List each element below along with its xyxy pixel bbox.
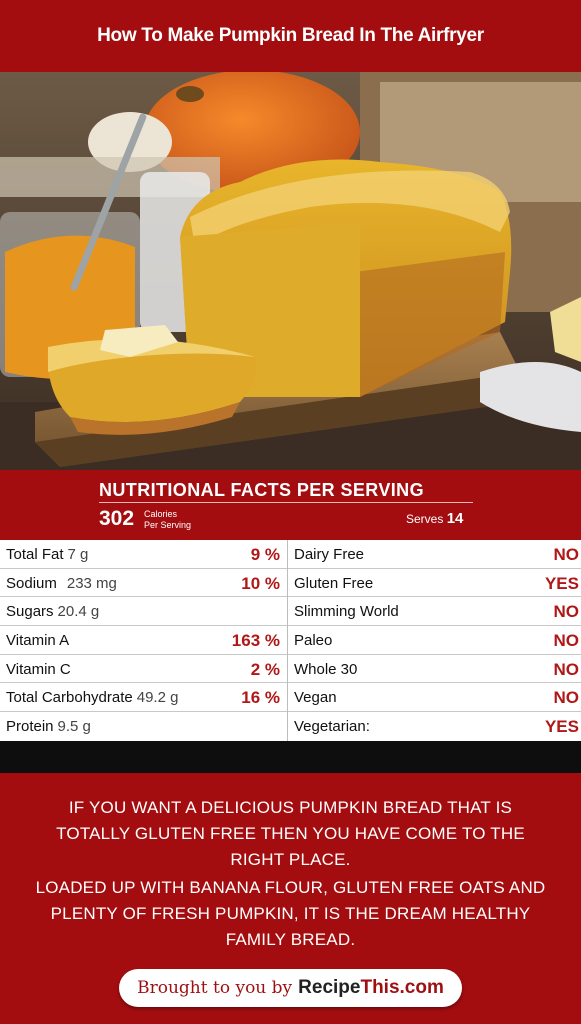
diet-value: NO xyxy=(553,631,580,651)
diet-label: Whole 30 xyxy=(294,660,358,678)
diet-label: Slimming World xyxy=(294,603,399,621)
nutrient-row-sugars: Sugars 20.4 g xyxy=(0,597,287,627)
diet-row-gluten-free: Gluten Free YES xyxy=(288,569,581,598)
nutrient-row-total-fat: Total Fat 7 g 9 % xyxy=(0,540,287,569)
nutrient-percent: 16 % xyxy=(241,688,280,708)
calories-value: 302 xyxy=(99,507,135,530)
nutrient-amount: 49.2 g xyxy=(136,689,179,707)
nutrient-percent: 9 % xyxy=(250,545,280,564)
nutrient-row-protein: Protein 9.5 g xyxy=(0,712,287,741)
calories-label-line-1: Calories xyxy=(144,509,178,519)
diet-row-vegan: Vegan NO xyxy=(288,683,581,713)
diet-label: Paleo xyxy=(294,632,333,650)
nutrient-percent: 163 % xyxy=(231,631,280,651)
diet-column: Dairy Free NO Gluten Free YES Slimming W… xyxy=(288,540,581,741)
diet-value: NO xyxy=(553,602,580,622)
diet-row-slimming-world: Slimming World NO xyxy=(288,597,581,627)
serves-info: Serves 14 xyxy=(406,510,463,527)
nutrient-label: Vitamin A xyxy=(6,632,70,650)
diet-row-paleo: Paleo NO xyxy=(288,626,581,655)
nutrient-label: Protein xyxy=(6,718,54,736)
description-paragraph-1: IF YOU WANT A DELICIOUS PUMPKIN BREAD TH… xyxy=(56,798,525,869)
nutrition-heading: NUTRITIONAL FACTS PER SERVING xyxy=(99,480,424,500)
diet-value: NO xyxy=(553,545,580,564)
serves-value: 14 xyxy=(446,510,464,527)
column-divider xyxy=(287,540,288,741)
diet-row-dairy-free: Dairy Free NO xyxy=(288,540,581,569)
diet-value: YES xyxy=(544,573,579,593)
brand-prefix: Brought to you by xyxy=(137,978,293,998)
description-paragraph-2: LOADED UP WITH BANANA FLOUR, GLUTEN FREE… xyxy=(35,878,546,949)
calories-label: Calories Per Serving xyxy=(144,509,191,531)
nutrient-label: Total Carbohydrate xyxy=(6,689,133,707)
nutrient-label: Vitamin C xyxy=(6,660,71,678)
diet-label: Vegan xyxy=(294,689,337,707)
brand-logo[interactable]: RecipeThis.com xyxy=(298,977,444,999)
divider-band xyxy=(0,741,581,773)
page-title: How To Make Pumpkin Bread In The Airfrye… xyxy=(97,25,484,46)
nutrient-amount: 7 g xyxy=(67,546,89,563)
nutrition-header xyxy=(0,470,581,540)
diet-row-vegetarian: Vegetarian: YES xyxy=(288,712,581,741)
calories-label-line-2: Per Serving xyxy=(144,520,192,530)
nutrient-row-vitamin-a: Vitamin A 163 % xyxy=(0,626,287,655)
diet-row-whole-30: Whole 30 NO xyxy=(288,655,581,684)
pumpkin-bread-photo xyxy=(0,72,581,470)
nutrient-label: Sugars xyxy=(6,603,54,621)
brand-badge[interactable]: Brought to you by RecipeThis.com xyxy=(119,969,462,1007)
nutrient-label: Sodium xyxy=(6,574,57,592)
brand-logo-part-2: This.com xyxy=(360,977,444,998)
nutrient-row-sodium: Sodium 233 mg 10 % xyxy=(0,569,287,598)
diet-value: YES xyxy=(544,717,579,737)
diet-label: Gluten Free xyxy=(294,574,374,592)
nutrient-percent: 10 % xyxy=(241,573,280,593)
recipe-description: IF YOU WANT A DELICIOUS PUMPKIN BREAD TH… xyxy=(30,795,551,955)
nutrient-amount: 20.4 g xyxy=(57,603,100,621)
nutrient-amount: 233 mg xyxy=(66,574,117,592)
nutrition-divider xyxy=(99,502,473,503)
nutrient-column: Total Fat 7 g 9 % Sodium 233 mg 10 % Sugar… xyxy=(0,540,287,741)
brand-logo-part-1: Recipe xyxy=(298,977,361,998)
nutrition-table: Total Fat 7 g 9 % Sodium 233 mg 10 % Sugar… xyxy=(0,540,581,741)
pumpkin-bread-illustration xyxy=(0,72,581,470)
diet-label: Dairy Free xyxy=(294,546,365,563)
title-bar: How To Make Pumpkin Bread In The Airfrye… xyxy=(0,0,581,72)
diet-label: Vegetarian: xyxy=(294,718,370,736)
nutrient-amount: 9.5 g xyxy=(57,718,91,736)
nutrient-row-vitamin-c: Vitamin C 2 % xyxy=(0,655,287,684)
diet-value: NO xyxy=(553,688,580,708)
diet-value: NO xyxy=(553,659,580,679)
serves-label: Serves xyxy=(406,512,444,526)
nutrient-row-total-carbohydrate: Total Carbohydrate 49.2 g 16 % xyxy=(0,683,287,713)
nutrient-percent: 2 % xyxy=(250,659,280,679)
nutrient-label: Total Fat xyxy=(6,546,64,563)
